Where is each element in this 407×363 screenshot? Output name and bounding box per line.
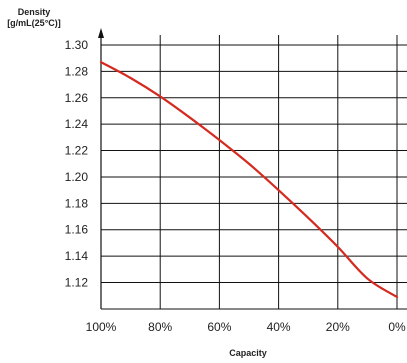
y-tick-label: 1.28 [65,64,89,78]
x-tick-label: 0% [388,320,406,334]
x-tick-label: 80% [148,320,172,334]
y-tick-label: 1.20 [65,170,89,184]
y-tick-label: 1.14 [65,249,89,263]
y-tick-label: 1.22 [65,144,89,158]
x-tick-label: 40% [267,320,291,334]
grid [101,35,407,309]
y-axis-title-line-1: Density [18,7,51,17]
y-tick-label: 1.24 [65,117,89,131]
y-tick-label: 1.30 [65,38,89,52]
x-tick-label: 100% [86,320,117,334]
y-tick-label: 1.16 [65,223,89,237]
axes [98,28,407,310]
x-tick-label: 60% [207,320,231,334]
y-tick-label: 1.26 [65,91,89,105]
y-tick-label: 1.12 [65,276,89,290]
y-axis-arrow [98,28,104,38]
tick-labels: 1.12 1.14 1.16 1.18 1.20 1.22 1.24 1.26 1.28 1.30… [65,38,406,334]
x-tick-label: 20% [326,320,350,334]
series-line [99,61,399,299]
series-layer [99,61,399,299]
y-tick-label: 1.18 [65,196,89,210]
x-axis-title: Capacity [229,348,267,358]
y-axis-title-line-2: [g/mL(25°C)] [7,18,61,28]
